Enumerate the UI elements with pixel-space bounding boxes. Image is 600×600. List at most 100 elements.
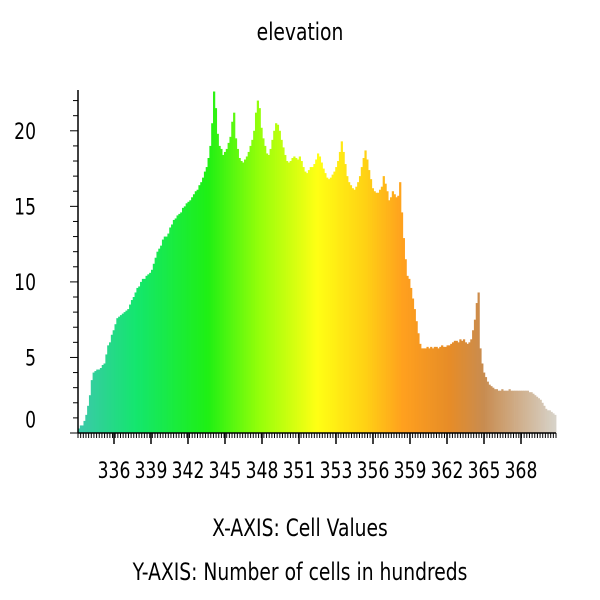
histogram-bar [546,410,550,433]
histogram-bar [264,145,267,433]
histogram-bar [548,410,551,433]
histogram-bar [433,346,436,433]
histogram-bar [362,158,365,433]
histogram-bar [514,390,517,433]
histogram-bar [349,185,353,433]
histogram-bar [368,170,371,433]
histogram-bar [431,348,435,433]
histogram-bar [302,167,305,433]
histogram-bar [468,342,471,433]
histogram-bar [400,212,404,433]
histogram-bar [504,390,508,433]
histogram-bar [309,167,312,433]
histogram-bar [462,339,466,433]
histogram-bar [143,278,146,433]
histogram-bar [211,123,214,434]
histogram-bar [530,392,533,433]
histogram-bar [149,272,152,433]
histogram-bar [278,130,281,434]
x-tick-label: 365 [468,458,501,484]
histogram-bar [304,171,307,433]
histogram-bar [189,200,192,433]
histogram-bar [320,162,323,433]
histogram-bar [326,177,329,433]
histogram-bar [156,251,159,433]
histogram-bar [554,414,557,433]
histogram-bar [466,343,469,433]
histogram-bar [78,428,81,433]
x-tick-label: 345 [209,458,242,484]
histogram-bar [428,348,431,433]
histogram-bar [444,346,447,433]
histogram-bar [236,148,239,433]
histogram-bar [307,170,311,433]
histogram-bar [408,278,411,433]
histogram-bar [191,197,194,433]
histogram-bar [209,145,212,433]
histogram-bar [79,425,83,433]
histogram-bar [424,348,427,433]
histogram-bar [364,150,367,433]
histogram-bar [116,318,119,433]
histogram-bar [484,377,488,433]
histogram-bar [240,161,243,433]
histogram-bar [145,275,148,433]
histogram-bar [488,384,491,433]
histogram-bar [472,330,475,433]
histogram-bar [180,212,183,433]
histogram-bar [393,194,396,433]
histogram-bar [324,173,327,434]
histogram-bar [147,274,150,433]
histogram-bar [430,346,433,433]
histogram-bar [163,236,166,433]
histogram-bar [249,145,252,433]
histogram-bar [110,334,114,433]
histogram-bar [333,171,336,433]
histogram-bar [161,239,165,433]
histogram-bar [526,390,530,433]
y-axis-title: Y-AXIS: Number of cells in hundreds [132,558,468,586]
histogram-bar [88,395,92,433]
histogram-bar [492,387,495,433]
histogram-bar [254,112,258,434]
histogram-bar [422,348,426,433]
histogram-bar [404,259,407,433]
histogram-bar [247,151,250,433]
histogram-bar [479,348,482,433]
histogram-bar [112,330,115,433]
histogram-bar [101,365,104,433]
histogram-bar [388,200,391,433]
histogram-bar [295,158,298,433]
histogram-bar [213,91,216,433]
histogram-bar [130,300,134,433]
histogram-bar [289,161,292,433]
histogram-bar [495,389,499,433]
histogram-bar [127,309,130,433]
histogram-bar [123,312,126,433]
histogram-bar [419,343,422,433]
histogram-bar [196,189,199,433]
x-axis-title: X-AXIS: Cell Values [212,514,388,542]
histogram-bar [141,278,145,433]
histogram-bar [455,340,458,433]
histogram-bar [214,108,218,433]
histogram-bar [442,346,446,433]
y-tick-label: 15 [14,194,36,220]
histogram-bar [415,321,418,433]
histogram-bar [519,390,522,433]
histogram-bar [379,189,382,433]
histogram-bar [395,197,398,433]
histogram-bar [262,138,265,433]
histogram-bar [535,396,539,433]
histogram-bar [435,346,438,433]
histogram-bar [329,177,332,433]
histogram-bar [545,408,548,433]
histogram-bar [510,390,513,433]
histogram-bar [98,369,101,433]
histogram-bar [311,167,314,433]
histogram-bar [265,153,269,433]
histogram-bar [103,363,106,433]
histogram-bar [273,130,276,434]
